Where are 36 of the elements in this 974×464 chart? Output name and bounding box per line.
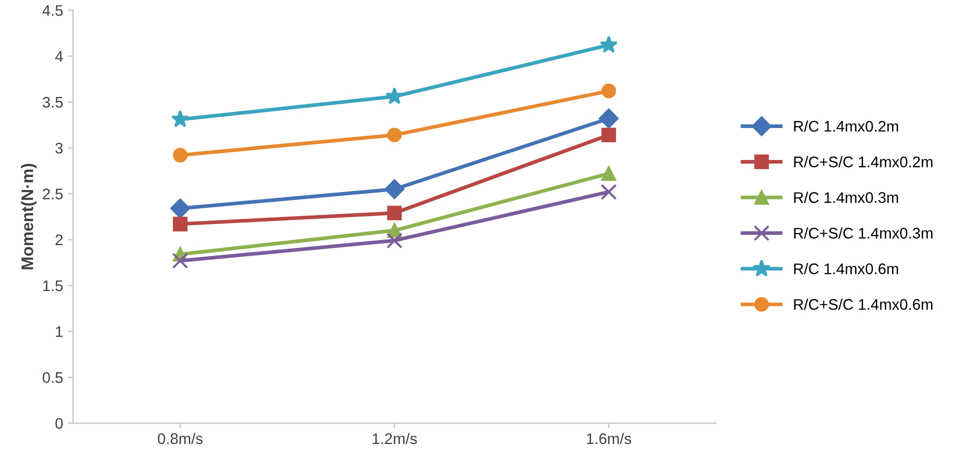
legend-label: R/C+S/C 1.4mx0.6m [794,298,932,310]
legend-label: R/C+S/C 1.4mx0.2m [794,156,932,168]
point [172,216,188,232]
y-tick-label: 2.5 [42,188,63,200]
point [387,128,402,142]
point [384,179,404,200]
y-tick-label: 3 [55,142,63,154]
y-tick-label: 4 [55,51,63,62]
point [600,36,618,53]
x-tick-label: 1.6m/s [586,432,632,444]
point [387,206,402,220]
y-tick-label: 3.5 [42,96,63,108]
legend-label: R/C 1.4mx0.2m [794,120,898,132]
point [386,87,404,104]
point [600,184,617,200]
point [598,108,619,128]
legend-label: R/C 1.4mx0.3m [794,192,898,203]
y-tick-label: 1 [56,326,63,337]
point [601,128,616,142]
point [386,232,402,249]
legend-label: R/C+S/C 1.4mx0.3m [794,227,932,239]
point [172,148,188,162]
y-tick-label: 2 [56,234,63,246]
point [170,198,190,218]
point [171,110,190,128]
legend-label: R/C 1.4mx0.6m [794,263,898,274]
point [601,84,616,98]
y-tick-label: 0.5 [42,372,63,383]
x-tick-label: 0.8m/s [158,432,203,444]
y-tick-label: 4.5 [42,5,63,16]
point [601,166,616,181]
y-tick-label: 1.5 [43,280,63,292]
point [172,252,188,269]
x-tick-label: 1.2m/s [372,432,417,444]
y-tick-label: 0 [55,418,63,429]
y-axis-title: Moment(N·m) [21,164,37,270]
